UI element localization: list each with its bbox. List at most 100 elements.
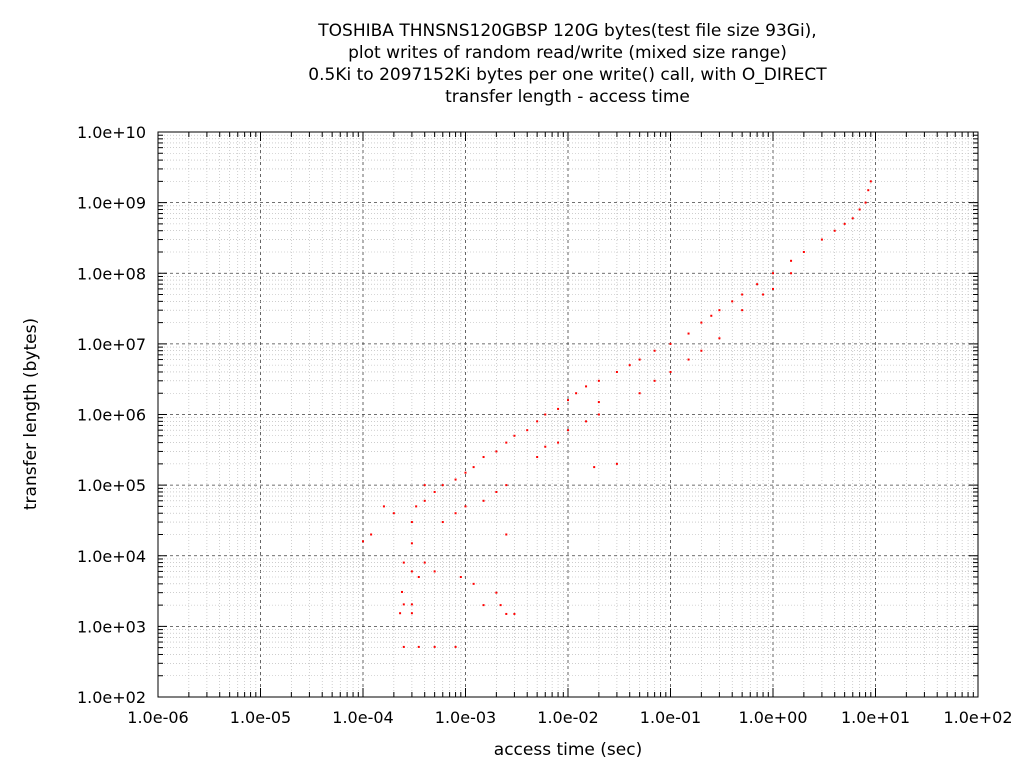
x-axis-label: access time (sec): [493, 740, 643, 760]
data-point: [423, 499, 426, 502]
x-tick-label: 1.0e+00: [738, 708, 807, 727]
data-point: [410, 570, 413, 573]
data-point: [700, 349, 703, 352]
x-tick-label: 1.0e-02: [537, 708, 598, 727]
data-point: [362, 540, 364, 543]
data-point: [585, 385, 588, 388]
data-point: [585, 420, 588, 423]
data-point: [392, 512, 395, 515]
data-point: [402, 645, 405, 648]
data-point: [464, 505, 467, 508]
x-tick-label: 1.0e-03: [435, 708, 496, 727]
data-point: [410, 612, 413, 615]
y-tick-label: 1.0e+05: [77, 476, 146, 495]
data-point: [505, 612, 508, 615]
data-point: [526, 429, 529, 432]
data-point: [762, 293, 765, 296]
data-point: [513, 612, 516, 615]
data-point: [700, 321, 703, 324]
data-point: [495, 591, 498, 594]
data-point: [869, 180, 872, 183]
data-point: [402, 561, 405, 564]
axis-ticks: [157, 131, 979, 698]
data-point: [417, 645, 420, 648]
data-point: [843, 222, 846, 225]
data-point: [615, 370, 618, 373]
data-point: [417, 576, 420, 579]
data-point: [441, 484, 444, 487]
y-tick-label: 1.0e+03: [77, 617, 146, 636]
y-tick-label: 1.0e+10: [77, 123, 146, 142]
data-points: [362, 180, 872, 648]
y-tick-label: 1.0e+02: [77, 688, 146, 707]
data-point: [423, 484, 426, 487]
data-point: [482, 604, 485, 607]
data-point: [864, 201, 867, 204]
y-tick-label: 1.0e+07: [77, 335, 146, 354]
data-point: [833, 229, 836, 232]
data-point: [454, 512, 457, 515]
chart-title: TOSHIBA THNSNS120GBSP 120G bytes(test fi…: [200, 20, 935, 108]
title-line-4: transfer length - access time: [445, 87, 690, 107]
data-point: [544, 413, 547, 416]
data-point: [687, 358, 690, 361]
data-point: [851, 217, 854, 220]
x-tick-label: 1.0e+01: [841, 708, 910, 727]
y-axis-tick-labels: 1.0e+02 1.0e+03 1.0e+04 1.0e+05 1.0e+06 1.0e+…: [77, 123, 146, 707]
data-point: [536, 420, 539, 423]
data-point: [370, 533, 373, 536]
x-tick-label: 1.0e-04: [332, 708, 393, 727]
data-point: [669, 370, 672, 373]
data-point: [772, 272, 774, 275]
y-axis-label: transfer length (bytes): [21, 317, 41, 511]
data-point: [557, 441, 560, 444]
data-point: [410, 521, 413, 524]
data-point: [505, 441, 508, 444]
data-point: [513, 434, 516, 437]
data-point: [867, 189, 870, 192]
data-point: [575, 392, 578, 395]
data-point: [433, 490, 436, 493]
data-point: [410, 603, 413, 606]
data-point: [464, 471, 467, 474]
data-point: [495, 450, 498, 453]
data-point: [597, 379, 600, 382]
data-point: [454, 645, 457, 648]
data-point: [718, 309, 721, 312]
title-line-2: plot writes of random read/write (mixed …: [348, 43, 787, 63]
data-point: [756, 283, 759, 286]
data-point: [638, 392, 641, 395]
data-point: [820, 238, 823, 241]
data-point: [423, 561, 426, 564]
data-point: [741, 309, 744, 312]
data-point: [433, 645, 436, 648]
data-point: [802, 250, 805, 253]
data-point: [399, 612, 402, 615]
x-axis-tick-labels: 1.0e-06 1.0e-05 1.0e-04 1.0e-03 1.0e-02 1.0e-…: [127, 708, 1012, 727]
title-line-1: TOSHIBA THNSNS120GBSP 120G bytes(test fi…: [318, 21, 817, 41]
data-point: [472, 582, 475, 585]
data-point: [400, 590, 403, 593]
y-tick-label: 1.0e+08: [77, 264, 146, 283]
title-line-3: 0.5Ki to 2097152Ki bytes per one write()…: [308, 65, 827, 85]
data-point: [382, 505, 385, 508]
data-point: [858, 208, 861, 211]
x-tick-label: 1.0e-01: [640, 708, 701, 727]
y-tick-label: 1.0e+04: [77, 547, 146, 566]
data-point: [687, 332, 690, 335]
data-point: [459, 576, 462, 579]
data-point: [653, 349, 656, 352]
data-point: [499, 604, 502, 607]
grid-lines: [157, 131, 979, 698]
x-tick-label: 1.0e+02: [943, 708, 1012, 727]
data-point: [482, 456, 485, 459]
data-point: [433, 570, 436, 573]
data-point: [567, 399, 569, 402]
data-point: [505, 484, 508, 487]
data-point: [741, 293, 744, 296]
data-point: [628, 364, 631, 367]
data-point: [454, 478, 457, 481]
data-point: [505, 533, 508, 536]
data-point: [597, 401, 600, 404]
